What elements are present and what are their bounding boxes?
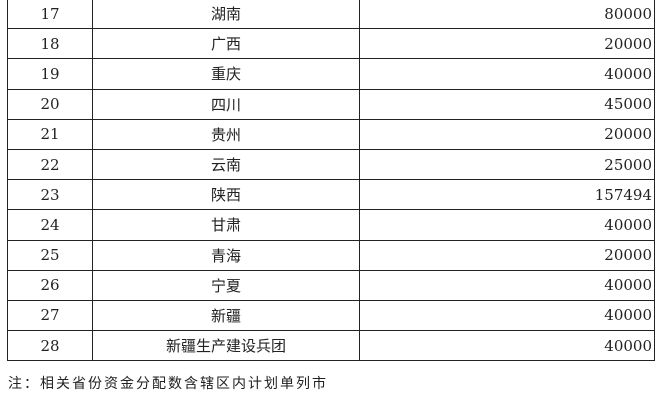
amount: 40000 <box>359 269 655 301</box>
amount: 20000 <box>359 28 655 60</box>
table-row: 26 宁夏 40000 <box>7 269 655 301</box>
row-number: 23 <box>7 179 93 211</box>
table-row: 24 甘肃 40000 <box>7 209 655 241</box>
amount: 20000 <box>359 239 655 271</box>
amount: 40000 <box>359 209 655 241</box>
province-name: 云南 <box>92 148 360 181</box>
amount: 40000 <box>359 299 655 332</box>
amount: 80000 <box>359 0 655 30</box>
table-row: 18 广西 20000 <box>7 28 655 60</box>
table-row: 21 贵州 20000 <box>7 118 655 150</box>
amount: 40000 <box>359 58 655 90</box>
amount: 25000 <box>359 148 655 181</box>
province-name: 重庆 <box>92 58 360 90</box>
row-number: 21 <box>7 118 93 150</box>
table-row: 19 重庆 40000 <box>7 58 655 90</box>
province-name: 广西 <box>92 28 360 60</box>
row-number: 20 <box>7 88 93 120</box>
table-row: 17 湖南 80000 <box>7 0 655 30</box>
table-row: 22 云南 25000 <box>7 148 655 181</box>
province-name: 湖南 <box>92 0 360 30</box>
table-row: 20 四川 45000 <box>7 88 655 120</box>
row-number: 18 <box>7 28 93 60</box>
province-name: 新疆 <box>92 299 360 332</box>
province-name: 青海 <box>92 239 360 271</box>
allocation-table: 17 湖南 80000 18 广西 20000 19 重庆 40000 20 四川 45000 21 贵州… <box>7 0 655 362</box>
table-row: 25 青海 20000 <box>7 239 655 271</box>
table-row: 27 新疆 40000 <box>7 299 655 332</box>
province-name: 甘肃 <box>92 209 360 241</box>
row-number: 17 <box>7 0 93 30</box>
province-name: 新疆生产建设兵团 <box>92 330 360 362</box>
row-number: 22 <box>7 148 93 181</box>
province-name: 贵州 <box>92 118 360 150</box>
row-number: 28 <box>7 330 93 362</box>
row-number: 19 <box>7 58 93 90</box>
table-row: 28 新疆生产建设兵团 40000 <box>7 330 655 362</box>
amount: 20000 <box>359 118 655 150</box>
row-number: 24 <box>7 209 93 241</box>
row-number: 25 <box>7 239 93 271</box>
row-number: 26 <box>7 269 93 301</box>
footnote: 注：相关省份资金分配数含辖区内计划单列市 <box>8 376 328 392</box>
table-row: 23 陕西 157494 <box>7 179 655 211</box>
province-name: 四川 <box>92 88 360 120</box>
province-name: 宁夏 <box>92 269 360 301</box>
row-number: 27 <box>7 299 93 332</box>
amount: 45000 <box>359 88 655 120</box>
amount: 40000 <box>359 330 655 362</box>
amount: 157494 <box>359 179 655 211</box>
province-name: 陕西 <box>92 179 360 211</box>
